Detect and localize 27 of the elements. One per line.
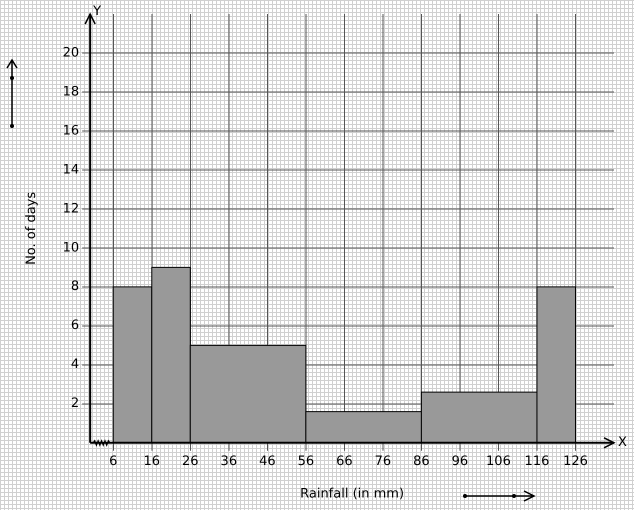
y-tick-label: 6	[70, 318, 80, 334]
text: X	[618, 435, 627, 450]
y-tick-label: 20	[62, 45, 80, 60]
y-tick-label: 14	[62, 162, 80, 178]
y-tick-label: 4	[70, 357, 80, 372]
x-tick-label: 26	[182, 454, 199, 469]
x-tick-label: 66	[336, 454, 353, 469]
x-tick-label: 106	[486, 454, 511, 469]
x-axis-title: Rainfall (in mm)	[300, 486, 404, 502]
x-tick-label: 126	[563, 454, 588, 469]
x-tick-label: 6	[109, 454, 118, 469]
y-tick-label: 10	[62, 240, 80, 256]
x-tick-label: 56	[298, 454, 314, 469]
y-tick-label: 2	[70, 396, 80, 412]
y-tick-label: 12	[62, 201, 80, 216]
x-tick-label: 76	[374, 454, 392, 469]
y-tick-label: 18	[62, 84, 80, 100]
x-tick-label: 86	[413, 454, 430, 469]
y-tick-label: 16	[62, 123, 80, 138]
x-tick-label: 46	[259, 454, 276, 469]
x-tick-label: 16	[144, 454, 160, 469]
x-tick-label: 116	[524, 454, 550, 469]
x-tick-label: 96	[452, 454, 468, 469]
y-axis-title: No. of days	[24, 192, 40, 265]
annotation: Y	[92, 4, 102, 19]
x-tick-label: 36	[220, 454, 238, 469]
y-tick-label: 8	[70, 279, 80, 294]
